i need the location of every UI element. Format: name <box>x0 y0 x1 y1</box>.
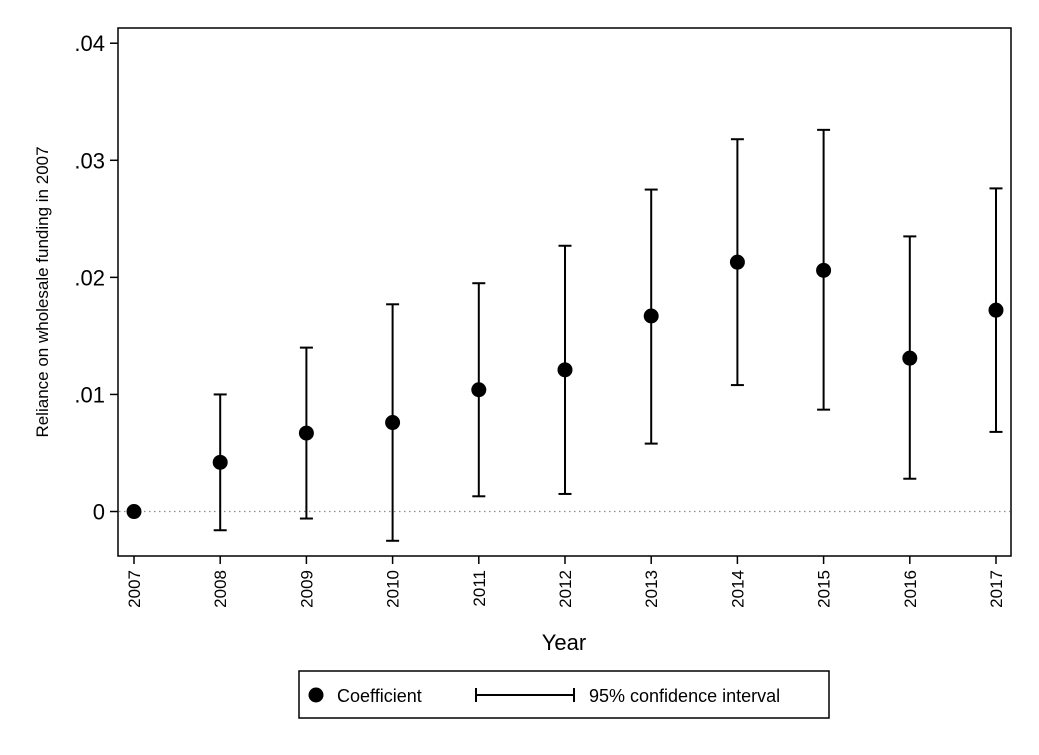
coefficient-point <box>126 504 142 520</box>
coefficient-point <box>988 302 1004 318</box>
legend-coefficient-marker <box>308 687 324 703</box>
x-axis-label: Year <box>542 630 586 655</box>
coefficient-point <box>385 415 401 431</box>
x-tick-label: 2017 <box>987 570 1006 608</box>
coefficient-point <box>212 454 228 470</box>
x-axis: 2007 2008 2009 2010 2011 2012 2013 2014 2015 2016… <box>125 556 1006 608</box>
x-tick-label: 2016 <box>901 570 920 608</box>
x-tick-label: 2009 <box>297 570 316 608</box>
x-tick-label: 2015 <box>815 570 834 608</box>
y-tick-label: .02 <box>74 265 105 290</box>
y-axis-label: Reliance on wholesale funding in 2007 <box>33 146 52 437</box>
legend-coefficient-label: Coefficient <box>337 686 422 706</box>
coefficient-point <box>729 254 745 270</box>
x-tick-label: 2008 <box>211 570 230 608</box>
legend-ci-marker <box>475 688 575 702</box>
coefficient-point <box>643 308 659 324</box>
y-tick-label: .01 <box>74 382 105 407</box>
y-axis: 0 .01 .02 .03 .04 <box>74 31 118 525</box>
coefficient-point <box>816 262 832 278</box>
y-tick-label: 0 <box>93 500 105 525</box>
legend-box <box>298 670 830 719</box>
y-tick-label: .03 <box>74 148 105 173</box>
coefficient-point <box>902 350 918 366</box>
x-tick-label: 2007 <box>125 570 144 608</box>
x-tick-label: 2010 <box>384 570 403 608</box>
x-tick-label: 2011 <box>470 570 489 607</box>
coefficient-point <box>298 425 314 441</box>
coefficient-point <box>471 382 487 398</box>
x-tick-label: 2013 <box>642 570 661 608</box>
legend-ci-label: 95% confidence interval <box>589 686 780 706</box>
legend: Coefficient 95% confidence interval <box>298 670 830 719</box>
x-tick-label: 2014 <box>728 570 747 608</box>
x-tick-label: 2012 <box>556 570 575 608</box>
coefficient-point <box>557 362 573 378</box>
coefficient-points <box>126 254 1004 520</box>
y-tick-label: .04 <box>74 31 105 56</box>
